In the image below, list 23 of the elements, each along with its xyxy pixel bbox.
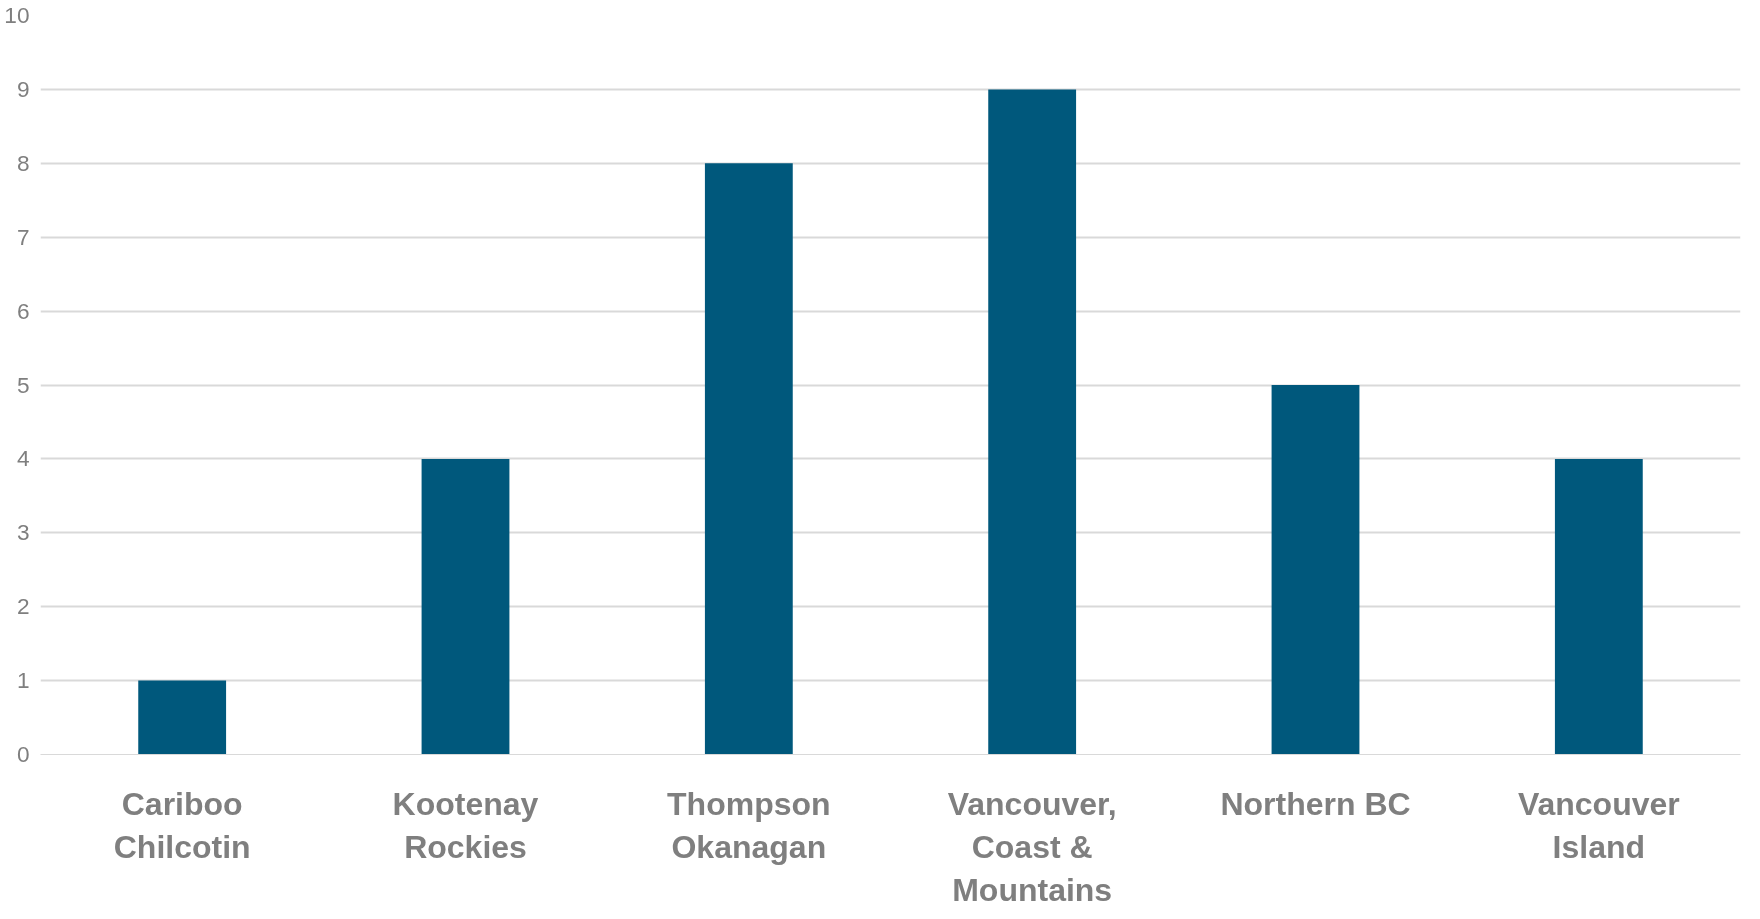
bar	[138, 680, 227, 755]
x-tick-label: Vancouver Island	[1517, 785, 1680, 865]
y-tick-label: 4	[16, 445, 30, 472]
y-tick-label: 8	[16, 149, 30, 176]
y-tick-label: 7	[16, 223, 30, 250]
y-tick-label: 1	[16, 667, 30, 694]
x-tick-label: Northern BC	[1220, 785, 1411, 822]
y-tick-label: 0	[16, 741, 30, 767]
y-tick-label: 5	[16, 371, 30, 398]
x-tick-label: Kootenay Rockies	[392, 785, 539, 865]
y-tick-label: 2	[16, 593, 30, 620]
bar	[1271, 385, 1360, 755]
x-tick-label: Vancouver, Coast & Mountains	[947, 785, 1117, 908]
bar	[421, 458, 510, 755]
y-tick-label: 6	[16, 297, 30, 324]
y-tick-label: 9	[16, 75, 30, 102]
bar	[988, 89, 1077, 755]
x-tick-label: Cariboo Chilcotin	[113, 785, 251, 865]
bar	[1554, 458, 1643, 755]
y-tick-label: 3	[16, 519, 30, 546]
x-tick-label: Thompson Okanagan	[667, 785, 831, 865]
bar	[704, 163, 793, 755]
y-tick-label: 10	[4, 2, 30, 28]
